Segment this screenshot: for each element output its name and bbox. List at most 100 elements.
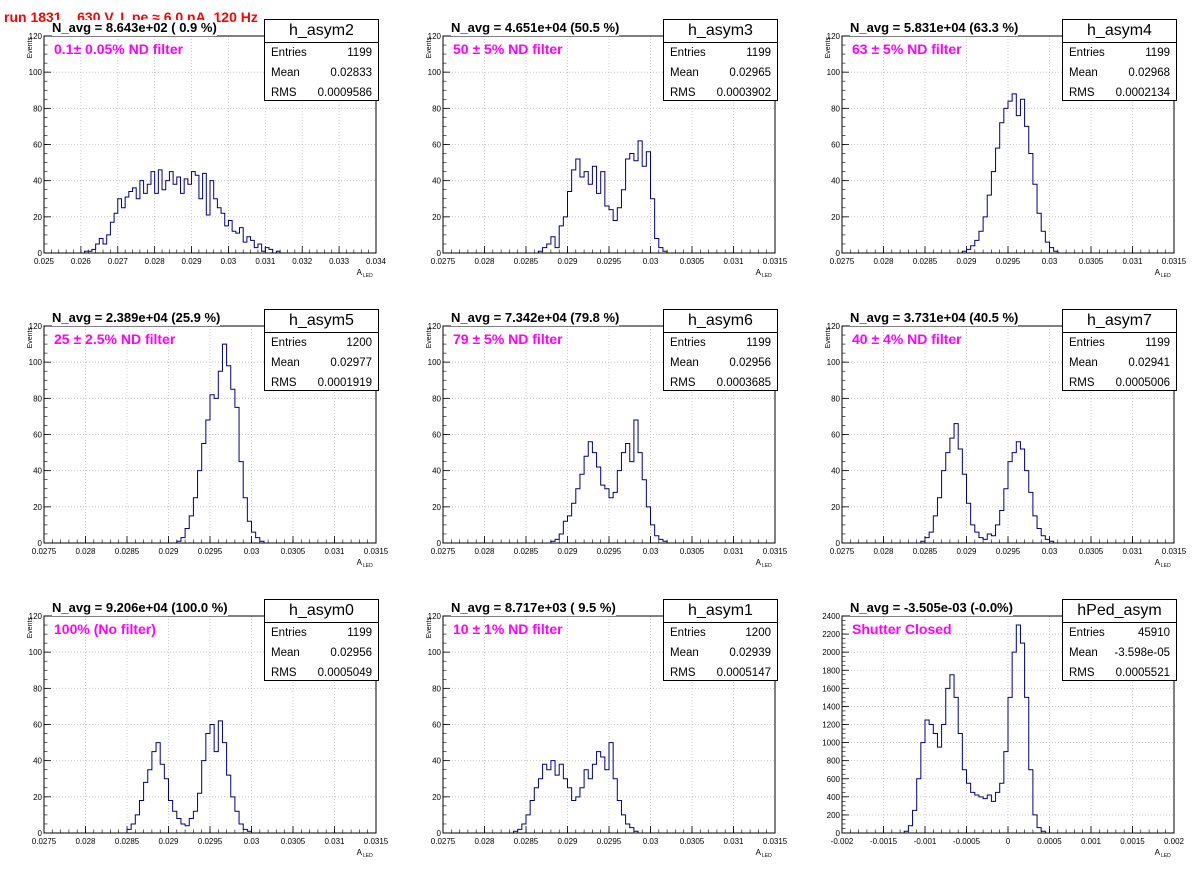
- histogram-bin: [518, 829, 522, 833]
- histogram-panel-h_asym6: 0.0275 0.028 0.0285 0.029 0.0295 0.03 0.0305 0.…: [399, 290, 797, 580]
- x-axis-subscript: LED: [363, 563, 373, 569]
- histogram-svg: 0.025 0.026 0.027 0.028 0.029 0.03 0.031 0.032 0…: [27, 32, 387, 279]
- histogram-bin: [235, 811, 239, 833]
- x-tick-label: 0.027: [108, 257, 129, 266]
- y-tick-label: 1000: [822, 739, 840, 748]
- histogram-name: h_asym4: [1063, 20, 1176, 43]
- histogram-bin: [265, 248, 269, 253]
- stat-value: 0.02833: [330, 67, 372, 79]
- y-tick-label: 120: [29, 322, 43, 331]
- histogram-bin: [975, 532, 979, 543]
- x-tick-label: 0.0005: [1037, 837, 1062, 846]
- filter-label: 79 ± 5% ND filter: [453, 331, 563, 347]
- histogram-bin: [609, 743, 613, 833]
- x-tick-label: 0.028: [474, 257, 495, 266]
- y-axis-label: Events: [27, 37, 34, 59]
- histogram-bin: [1016, 442, 1020, 543]
- plot-frame: [841, 35, 1175, 254]
- histogram-bin: [206, 734, 210, 833]
- histogram-bin: [188, 184, 192, 253]
- x-tick-label: 0.0315: [763, 837, 788, 846]
- x-tick-label: 0.0285: [115, 837, 140, 846]
- histogram-panel-h_asym2: 0.025 0.026 0.027 0.028 0.029 0.03 0.031 0.032 0…: [0, 0, 398, 290]
- histogram-bin: [646, 152, 650, 253]
- histogram-bin: [967, 503, 971, 543]
- x-tick-label: 0.0295: [198, 547, 223, 556]
- y-tick-label: 60: [432, 431, 441, 440]
- y-tick-label: 200: [827, 811, 841, 820]
- x-tick-label: -0.001: [914, 837, 937, 846]
- histogram-bin: [572, 503, 576, 543]
- stat-row-entries: Entries 1200: [664, 623, 777, 643]
- histogram-name: h_asym0: [265, 600, 378, 623]
- histogram-bin: [164, 779, 168, 833]
- stat-row-rms: RMS 0.0002134: [1063, 83, 1176, 103]
- y-axis-label: Events: [825, 37, 832, 59]
- histogram-bin: [155, 193, 159, 253]
- x-tick-label: 0.0275: [32, 837, 57, 846]
- histogram-bin: [214, 752, 218, 833]
- histogram-bin: [177, 177, 181, 253]
- x-axis-subscript: LED: [363, 273, 373, 279]
- histogram-bin: [221, 213, 225, 253]
- histogram-bin: [173, 184, 177, 253]
- stat-row-mean: Mean 0.02965: [664, 63, 777, 83]
- histogram-bin: [210, 725, 214, 834]
- plot-frame: [442, 325, 776, 544]
- histogram-bin: [1012, 652, 1016, 833]
- y-tick-label: 60: [33, 431, 42, 440]
- y-tick-label: 60: [831, 141, 840, 150]
- stat-value: 0.0005147: [716, 667, 771, 679]
- x-axis-subscript: LED: [762, 273, 772, 279]
- histogram-bin: [605, 770, 609, 833]
- histogram-bin: [222, 743, 226, 833]
- histogram-bin: [530, 800, 534, 833]
- stat-value: 0.0009586: [317, 87, 372, 99]
- histogram-bin: [1025, 126, 1029, 253]
- x-tick-label: 0.029: [158, 837, 179, 846]
- x-tick-label: 0.031: [1122, 547, 1143, 556]
- stat-row-rms: RMS 0.0003902: [664, 83, 777, 103]
- x-tick-label: 0.0315: [763, 547, 788, 556]
- histogram-bin: [967, 249, 971, 253]
- histogram-bin: [206, 420, 210, 543]
- stat-label: RMS: [271, 87, 297, 99]
- histogram-bin: [256, 538, 260, 543]
- histogram-svg: 0.0275 0.028 0.0285 0.029 0.0295 0.03 0.0305 0.…: [27, 612, 389, 859]
- y-tick-label: 80: [831, 394, 840, 403]
- x-tick-label: 0.0305: [1079, 547, 1104, 556]
- histogram-bin: [609, 498, 613, 543]
- x-tick-label: 0.03: [244, 547, 260, 556]
- histogram-panel-h_asym7: 0.0275 0.028 0.0285 0.029 0.0295 0.03 0.0305 0.…: [798, 290, 1196, 580]
- y-tick-label: 20: [432, 503, 441, 512]
- stat-label: Entries: [670, 337, 706, 349]
- stat-box: hPed_asym Entries 45910 Mean -3.598e-05 RMS 0.…: [1062, 599, 1177, 681]
- histogram-bin: [156, 743, 160, 833]
- x-axis-label: A: [357, 558, 363, 567]
- x-tick-label: 0.025: [34, 257, 55, 266]
- y-tick-label: 800: [827, 757, 841, 766]
- x-tick-label: 0.0275: [32, 547, 57, 556]
- histogram-line: [126, 720, 252, 833]
- plot-frame: [43, 325, 377, 544]
- x-tick-label: -0.0005: [953, 837, 981, 846]
- x-tick-label: 0.0315: [763, 257, 788, 266]
- histogram-bin: [232, 231, 236, 253]
- histogram-bin: [114, 213, 118, 253]
- histogram-bin: [251, 240, 255, 253]
- x-tick-label: 0.031: [723, 547, 744, 556]
- y-tick-label: 40: [33, 467, 42, 476]
- histogram-bin: [601, 485, 605, 543]
- x-tick-label: 0.028: [474, 547, 495, 556]
- x-tick-label: 0.026: [71, 257, 92, 266]
- histogram-bin: [975, 240, 979, 253]
- histogram-bin: [609, 210, 613, 253]
- y-tick-label: 80: [432, 104, 441, 113]
- x-axis-label: A: [357, 848, 363, 857]
- stat-row-rms: RMS 0.0005006: [1063, 373, 1176, 393]
- histogram-bin: [954, 424, 958, 543]
- y-tick-label: 100: [428, 648, 442, 657]
- y-axis-label: Events: [426, 37, 433, 59]
- stat-label: Entries: [670, 47, 706, 59]
- histogram-bin: [107, 235, 111, 253]
